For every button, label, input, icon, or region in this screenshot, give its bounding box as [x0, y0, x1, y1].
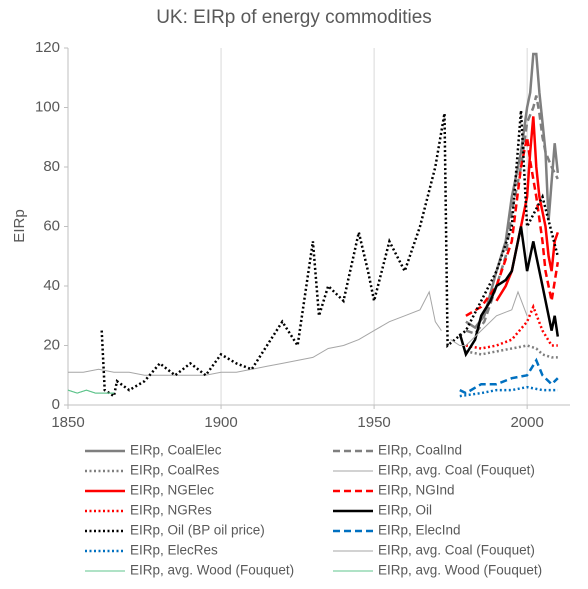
y-tick-label: 120 [35, 39, 60, 56]
y-tick-label: 80 [43, 158, 60, 175]
legend-label: EIRp, avg. Coal (Fouquet) [378, 463, 535, 478]
series-line [465, 344, 558, 359]
legend-label: EIRp, ElecInd [378, 523, 461, 538]
series-line [67, 389, 114, 394]
legend-label: EIRp, CoalInd [378, 443, 462, 458]
series-line [458, 226, 560, 358]
legend-label: EIRp, avg. Coal (Fouquet) [378, 543, 535, 558]
legend-label: EIRp, ElecRes [130, 543, 218, 558]
series-line [100, 110, 560, 399]
x-tick-label: 1900 [204, 414, 237, 431]
y-tick-label: 40 [43, 277, 60, 294]
legend-label: EIRp, NGElec [130, 483, 214, 498]
legend-label: EIRp, Oil (BP oil price) [130, 523, 265, 538]
x-tick-label: 1950 [357, 414, 390, 431]
series-line [68, 290, 442, 376]
legend-label: EIRp, avg. Wood (Fouquet) [130, 563, 294, 578]
series-line [459, 357, 559, 395]
y-tick-label: 0 [52, 396, 60, 413]
series-line [450, 290, 528, 346]
y-tick-label: 20 [43, 336, 60, 353]
legend-label: EIRp, Oil [378, 503, 432, 518]
legend-label: EIRp, CoalElec [130, 443, 222, 458]
y-tick-label: 60 [43, 217, 60, 234]
legend-label: EIRp, avg. Wood (Fouquet) [378, 563, 542, 578]
legend-label: EIRp, CoalRes [130, 463, 220, 478]
series-line [465, 95, 559, 336]
y-axis-label: EIRp [11, 209, 28, 242]
legend-label: EIRp, NGRes [130, 503, 212, 518]
y-tick-label: 100 [35, 98, 60, 115]
x-tick-label: 1850 [51, 414, 84, 431]
chart-title: UK: EIRp of energy commodities [156, 7, 432, 28]
series-line [465, 52, 560, 330]
legend-label: EIRp, NGInd [378, 483, 455, 498]
x-tick-label: 2000 [510, 414, 543, 431]
